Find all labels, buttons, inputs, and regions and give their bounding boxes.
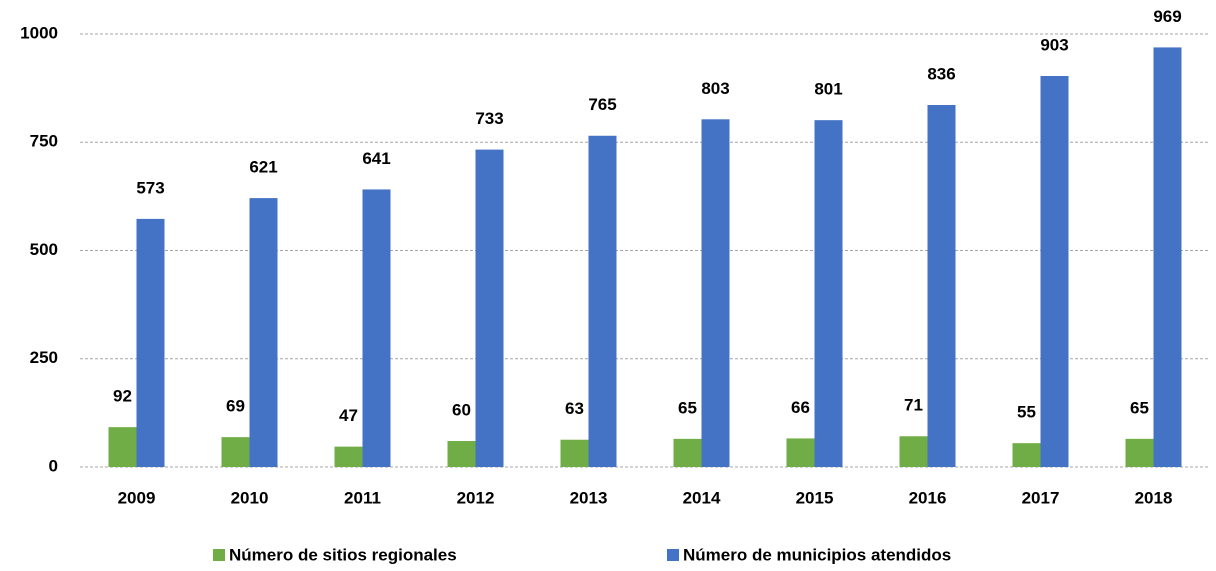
bar: [249, 198, 278, 467]
legend-swatch: [667, 549, 679, 561]
data-label: 65: [678, 398, 697, 417]
data-label: 66: [791, 398, 810, 417]
y-tick-label: 250: [30, 348, 58, 367]
bar: [673, 438, 702, 467]
x-tick-label: 2018: [1135, 488, 1173, 507]
bar: [1040, 76, 1069, 467]
bar: [814, 120, 843, 468]
bar: [1012, 443, 1041, 467]
data-label: 92: [113, 387, 132, 406]
data-label: 47: [339, 406, 358, 425]
bar: [475, 149, 504, 467]
bar: [927, 105, 956, 468]
bar: [560, 439, 589, 467]
bar: [786, 438, 815, 467]
x-tick-label: 2012: [457, 488, 495, 507]
data-label: 621: [249, 158, 277, 177]
data-label: 733: [475, 109, 503, 128]
bar: [1125, 438, 1154, 467]
data-label: 969: [1153, 7, 1181, 26]
x-tick-label: 2013: [570, 488, 608, 507]
bar: [899, 436, 928, 467]
bar: [221, 437, 250, 467]
y-tick-label: 750: [30, 132, 58, 151]
data-label: 69: [226, 397, 245, 416]
bar: [701, 119, 730, 468]
x-tick-label: 2017: [1022, 488, 1060, 507]
x-tick-label: 2016: [909, 488, 947, 507]
x-tick-label: 2015: [796, 488, 834, 507]
data-label: 573: [136, 178, 164, 197]
data-label: 55: [1017, 403, 1036, 422]
data-label: 801: [814, 80, 842, 99]
data-label: 836: [927, 64, 955, 83]
bar: [1153, 47, 1182, 467]
x-tick-label: 2011: [344, 488, 381, 507]
data-label: 65: [1130, 398, 1149, 417]
data-label: 71: [904, 396, 923, 415]
bar: [136, 218, 165, 467]
bar: [447, 441, 476, 467]
legend-label: Número de municipios atendidos: [683, 545, 951, 564]
data-label: 60: [452, 401, 471, 420]
data-label: 641: [362, 149, 390, 168]
data-label: 903: [1040, 35, 1068, 54]
data-label: 63: [565, 399, 584, 418]
bar: [108, 427, 137, 467]
x-tick-label: 2014: [683, 488, 721, 507]
y-tick-label: 500: [30, 240, 58, 259]
bar: [588, 135, 617, 467]
data-label: 803: [701, 79, 729, 98]
legend-label: Número de sitios regionales: [229, 545, 457, 564]
data-label: 765: [588, 95, 616, 114]
x-tick-label: 2010: [231, 488, 269, 507]
legend-swatch: [213, 549, 225, 561]
y-tick-label: 0: [49, 456, 58, 475]
bar: [334, 446, 363, 467]
bar: [362, 189, 391, 467]
x-tick-label: 2009: [118, 488, 156, 507]
y-tick-label: 1000: [20, 23, 58, 42]
